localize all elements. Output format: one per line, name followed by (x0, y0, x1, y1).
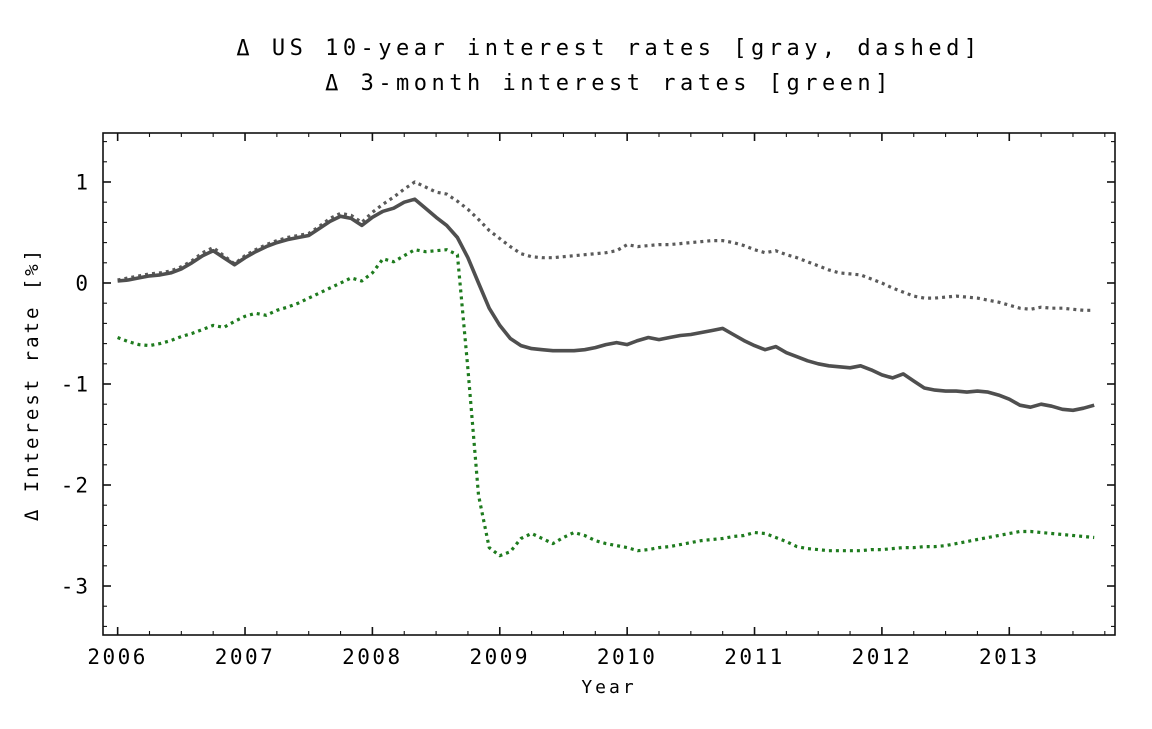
y-tick-label: 0 (75, 271, 90, 295)
three-month-green-line (117, 248, 1095, 558)
us-10-year-dashed-line (117, 180, 1095, 312)
x-axis-label: Year (581, 677, 636, 698)
y-tick-label: 1 (75, 170, 90, 194)
y-tick-label: -1 (61, 373, 90, 397)
x-tick-label: 2006 (87, 645, 148, 669)
x-tick-label: 2013 (979, 645, 1040, 669)
axis-ticks (103, 133, 1115, 635)
x-tick-label: 2009 (469, 645, 530, 669)
chart-title-line1: Δ US 10-year interest rates [gray, dashe… (236, 36, 981, 61)
dark-solid-line (117, 197, 1095, 413)
x-tick-label: 2011 (724, 645, 785, 669)
axis-tick-labels: 2006 2007 2008 2009 2010 2011 2012 2013 1 0 -1 -2 -3 (61, 170, 1040, 669)
frame-rect (102, 132, 1116, 636)
y-tick-label: -3 (61, 575, 90, 599)
x-tick-label: 2012 (852, 645, 913, 669)
chart-title-line2: Δ 3-month interest rates [green] (325, 71, 893, 96)
x-tick-label: 2010 (597, 645, 658, 669)
y-axis-label: Δ Interest rate [%] (21, 247, 43, 521)
y-tick-label: -2 (61, 474, 90, 498)
x-tick-label: 2008 (342, 645, 403, 669)
plot-frame (102, 132, 1116, 636)
data-series (117, 180, 1095, 558)
x-tick-label: 2007 (215, 645, 276, 669)
